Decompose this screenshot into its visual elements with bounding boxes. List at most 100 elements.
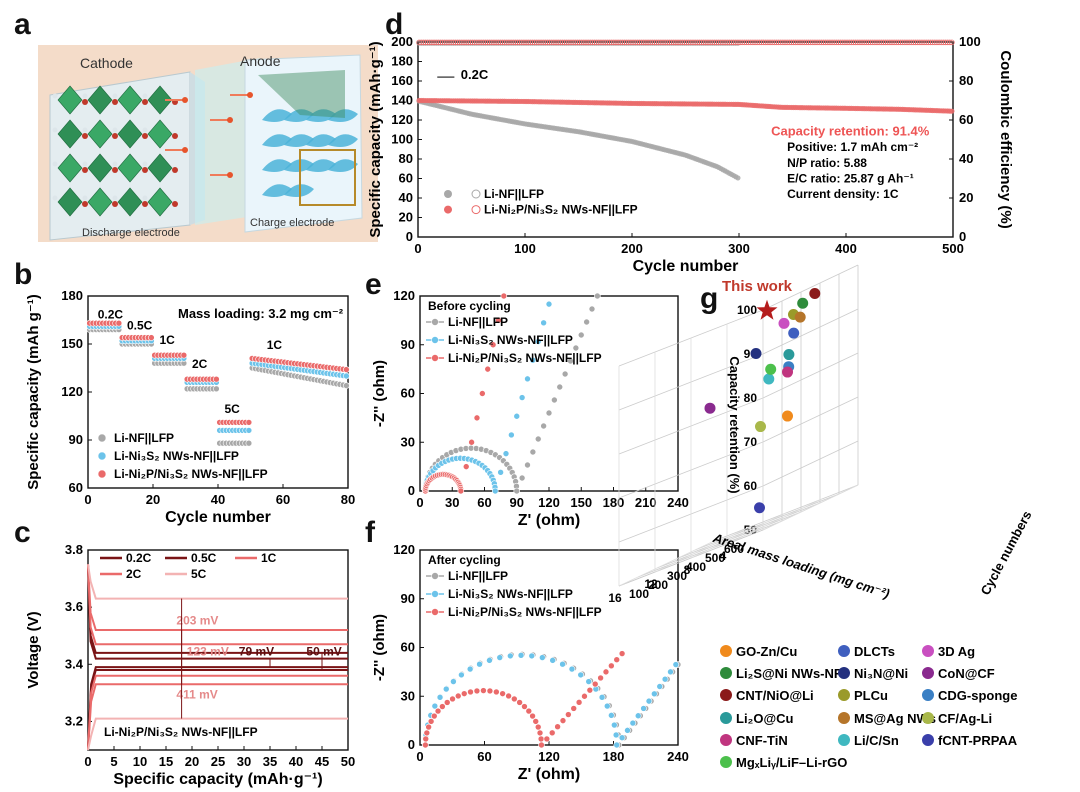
ce-point-1	[621, 39, 628, 46]
ce-point-1	[568, 39, 574, 46]
x-tick-label: 16	[608, 591, 622, 605]
ce-point-1	[756, 39, 763, 46]
e-tail-0	[529, 448, 537, 456]
legend-marker	[838, 645, 850, 657]
ce-point-1	[424, 39, 431, 46]
x-tick-label: 45	[315, 754, 329, 769]
legend-marker	[720, 734, 732, 746]
ce-point-1	[812, 39, 818, 46]
ce-point-1	[585, 39, 591, 46]
ce-point-1	[422, 39, 429, 46]
ce-point-1	[463, 39, 469, 46]
y-tick-label: 80	[399, 151, 413, 166]
ce-point-1	[876, 39, 882, 46]
f-point-2	[423, 729, 431, 737]
e-tail-2	[473, 414, 481, 422]
panel-label-d: d	[385, 8, 404, 41]
ce-point-1	[758, 39, 765, 46]
ce-point-1	[683, 39, 690, 46]
o-atom	[82, 93, 88, 99]
ce-point-1	[694, 39, 701, 46]
point-MS@Ag NWs	[794, 311, 806, 323]
ce-point-1	[516, 39, 523, 46]
legend-marker	[922, 689, 934, 701]
f-tail-2	[602, 668, 610, 676]
li-atom	[112, 201, 118, 207]
capacity-point-1	[949, 108, 955, 114]
f-point-1	[568, 665, 576, 673]
legend-text: Li-Ni₂P/Ni₃S₂ NWs-NF||LFP	[484, 203, 638, 217]
e-tail-0	[534, 435, 542, 443]
ce-point-1	[711, 39, 718, 46]
legend-text: Li-Ni₃S₂ NWs-NF||LFP	[114, 449, 239, 463]
x-axis-label: Cycle number	[633, 258, 739, 275]
legend-marker	[97, 451, 107, 461]
point-CNT/NiO@Li	[809, 288, 821, 299]
legend-g: GO-Zn/Cu DLCTs 3D Ag Li₂S@Ni NWs-NF Ni₃N@Ni C…	[720, 644, 1018, 770]
ce-point-1	[790, 39, 797, 46]
ce-point-1	[653, 39, 660, 46]
legend-text: MgₓLiᵧ/LiF–Li-rGO	[736, 755, 847, 770]
ce-point-1	[664, 39, 671, 46]
ce-point-1	[666, 39, 673, 46]
x-tick-label: 40	[289, 754, 303, 769]
x-tick-label: 400	[835, 241, 857, 256]
ce-point-1	[936, 39, 942, 46]
legend-marker	[720, 756, 732, 768]
ce-point-1	[540, 39, 546, 46]
polarization-label: 123 mV	[187, 645, 229, 659]
chart-f: 0 60 120 180 240 0 30 60 90 120 Z' (ohm) -Z'' (ohm)…	[371, 542, 689, 783]
chart-c: 0 5 10 15 20 25 30 35 40 45 50 3.2 3.4 3.6 3.8 Specific…	[25, 542, 355, 788]
x-tick-label: 100	[514, 241, 536, 256]
b-point-2	[180, 351, 188, 359]
ce-point-1	[606, 39, 613, 46]
ce-point-1	[600, 39, 606, 46]
legend-text: Li-Ni₂P/Ni₃S₂ NWs-NF||LFP	[448, 605, 602, 619]
f-point-2	[449, 695, 456, 703]
ce-point-1	[433, 39, 439, 46]
f-point-2	[534, 723, 542, 731]
nyquist-title: After cycling	[428, 553, 501, 567]
f-point-2	[443, 699, 451, 706]
legend-text: Li-NF||LFP	[484, 187, 544, 201]
ce-point-1	[685, 39, 692, 46]
y-tick-label: 120	[391, 112, 413, 127]
ce-point-1	[810, 39, 816, 46]
f-tail-1	[618, 734, 626, 741]
ce-point-1	[891, 39, 897, 46]
y-tick-label: 3.8	[65, 542, 83, 557]
ce-point-1	[583, 39, 589, 46]
ce-point-1	[471, 39, 478, 46]
legend-marker	[838, 689, 850, 701]
x-tick-label: 240	[667, 749, 689, 764]
ce-point-1	[536, 39, 542, 46]
panel-label-e: e	[365, 268, 382, 301]
charge-curve-5C	[87, 564, 348, 600]
ce-point-1	[668, 39, 675, 46]
x-tick-label: 240	[667, 495, 689, 510]
f-tail-1	[656, 683, 664, 690]
legend-text: CDG-sponge	[938, 688, 1017, 703]
legend-marker	[720, 689, 732, 701]
f-point-2	[537, 735, 545, 743]
x-tick-label: 80	[341, 492, 355, 507]
ce-point-1	[799, 39, 805, 46]
y-tick-label: 120	[393, 288, 415, 303]
x-tick-label: 180	[603, 749, 625, 764]
ce-point-1	[499, 39, 506, 46]
separator	[195, 58, 260, 225]
legend-text: Li-Ni₂P/Ni₃S₂ NWs-NF||LFP	[114, 467, 268, 481]
x-axis-label: Specific capacity (mAh·g⁻¹)	[113, 771, 322, 788]
ce-point-1	[561, 39, 568, 46]
ce-point-1	[576, 39, 583, 46]
f-point-2	[532, 718, 540, 725]
crystal	[117, 85, 143, 115]
crystal	[147, 187, 173, 217]
ce-point-1	[692, 39, 698, 46]
x-axis-label: Cycle number	[165, 509, 271, 526]
x-tick-label: 60	[477, 749, 491, 764]
this-work-star	[756, 299, 778, 320]
anode-label: Anode	[240, 53, 281, 69]
f-point-1	[577, 671, 585, 679]
ce-point-1	[844, 39, 850, 46]
